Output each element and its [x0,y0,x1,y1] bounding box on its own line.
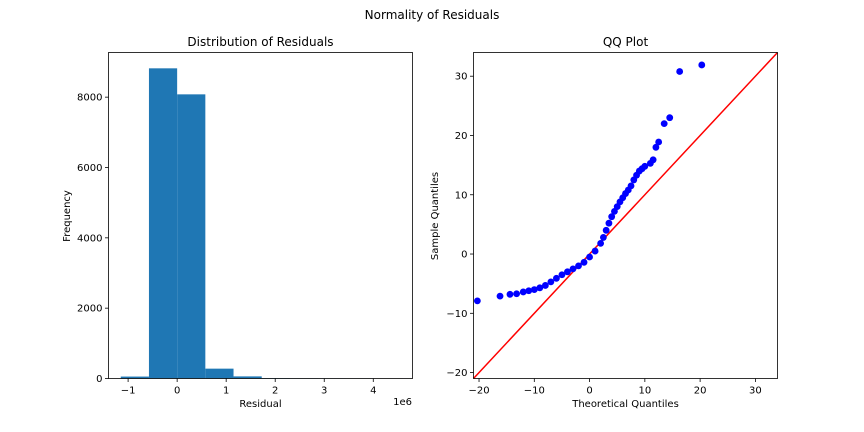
histogram-bars [120,68,403,379]
qq-point [660,120,668,128]
qq-y-tick-label: 20 [455,131,468,142]
histogram-panel: Distribution of Residuals 0 2000 4000 6000 8… [62,35,413,410]
qq-point [652,143,660,151]
qq-point [666,114,674,122]
qq-x-tick-label: 30 [749,386,762,397]
qq-point [536,284,544,292]
qq-point [641,162,649,170]
qq-point [530,286,538,293]
histogram-bar [205,368,234,379]
qq-point [649,156,657,164]
qq-y-label: Sample Quantiles [430,172,441,260]
qq-y-tick-label: 0 [461,250,467,261]
qq-x-tick-label: −10 [524,386,545,397]
qq-point [599,234,607,241]
histogram-bar [233,376,262,379]
histogram-y-tick-label: 8000 [77,93,102,104]
qq-point [553,274,560,282]
qq-point [608,213,616,221]
qq-point [602,226,610,234]
qq-point [564,268,571,276]
histogram-y-tick-label: 0 [96,374,102,385]
figure-title: Normality of Residuals [365,8,500,22]
histogram-x-label: Residual [239,399,281,410]
histogram-x-tick-label: 0 [174,386,180,397]
histogram-x-tick-label: 3 [321,386,327,397]
qq-x-tick-label: −20 [468,386,489,397]
histogram-plot-frame [108,52,413,379]
qq-point [519,288,527,296]
qq-points [473,61,706,305]
qq-point [591,247,599,255]
qq-point [541,282,549,289]
qq-point [655,138,663,146]
histogram-x-tick-label: 2 [272,386,278,397]
qq-point [627,182,635,190]
qq-point [525,287,533,295]
qq-point [513,290,521,298]
qq-x-tick-label: 10 [638,386,651,397]
histogram-x-tick-label: 1 [223,386,229,397]
histogram-bar [177,94,206,379]
histogram-x-ticks: −1 0 1 2 3 4 [121,378,376,397]
histogram-x-tick-label: −1 [121,386,136,397]
histogram-y-label: Frequency [62,190,73,242]
histogram-y-ticks: 0 2000 4000 6000 8000 [77,93,109,385]
histogram-title: Distribution of Residuals [187,35,333,49]
qq-x-tick-label: 0 [586,386,592,397]
qq-point [496,292,504,300]
qq-point [586,253,593,261]
qq-point [676,68,684,75]
qq-point [506,290,514,298]
histogram-y-tick-label: 4000 [77,233,102,244]
qq-reference-line [472,51,779,380]
qq-panel: QQ Plot −20 −10 0 10 20 30 −20 −10 0 10 20 30 Theo… [430,35,779,410]
qq-point [597,239,605,247]
qq-point [698,61,706,69]
qq-x-tick-label: 20 [694,386,707,397]
qq-y-ticks: −20 −10 0 10 20 30 [446,72,474,379]
qq-x-ticks: −20 −10 0 10 20 30 [468,378,762,397]
qq-x-label: Theoretical Quantiles [571,399,679,410]
qq-point [605,219,613,227]
qq-point [569,265,577,273]
qq-point [575,262,582,270]
histogram-y-tick-label: 2000 [77,304,102,315]
qq-title: QQ Plot [603,35,649,49]
qq-y-tick-label: 10 [455,190,468,201]
qq-y-tick-label: −20 [446,368,467,379]
histogram-x-tick-label: 4 [370,386,376,397]
qq-y-tick-label: −10 [446,309,467,320]
qq-point [558,271,566,279]
histogram-y-tick-label: 6000 [77,163,102,174]
qq-plot-frame [473,52,778,379]
histogram-x-offset: 1e6 [393,397,412,408]
qq-point [473,297,481,305]
qq-point [580,258,588,266]
histogram-bar [120,376,149,379]
qq-y-tick-label: 30 [455,72,468,83]
qq-point [547,278,555,286]
histogram-bar [148,68,178,379]
